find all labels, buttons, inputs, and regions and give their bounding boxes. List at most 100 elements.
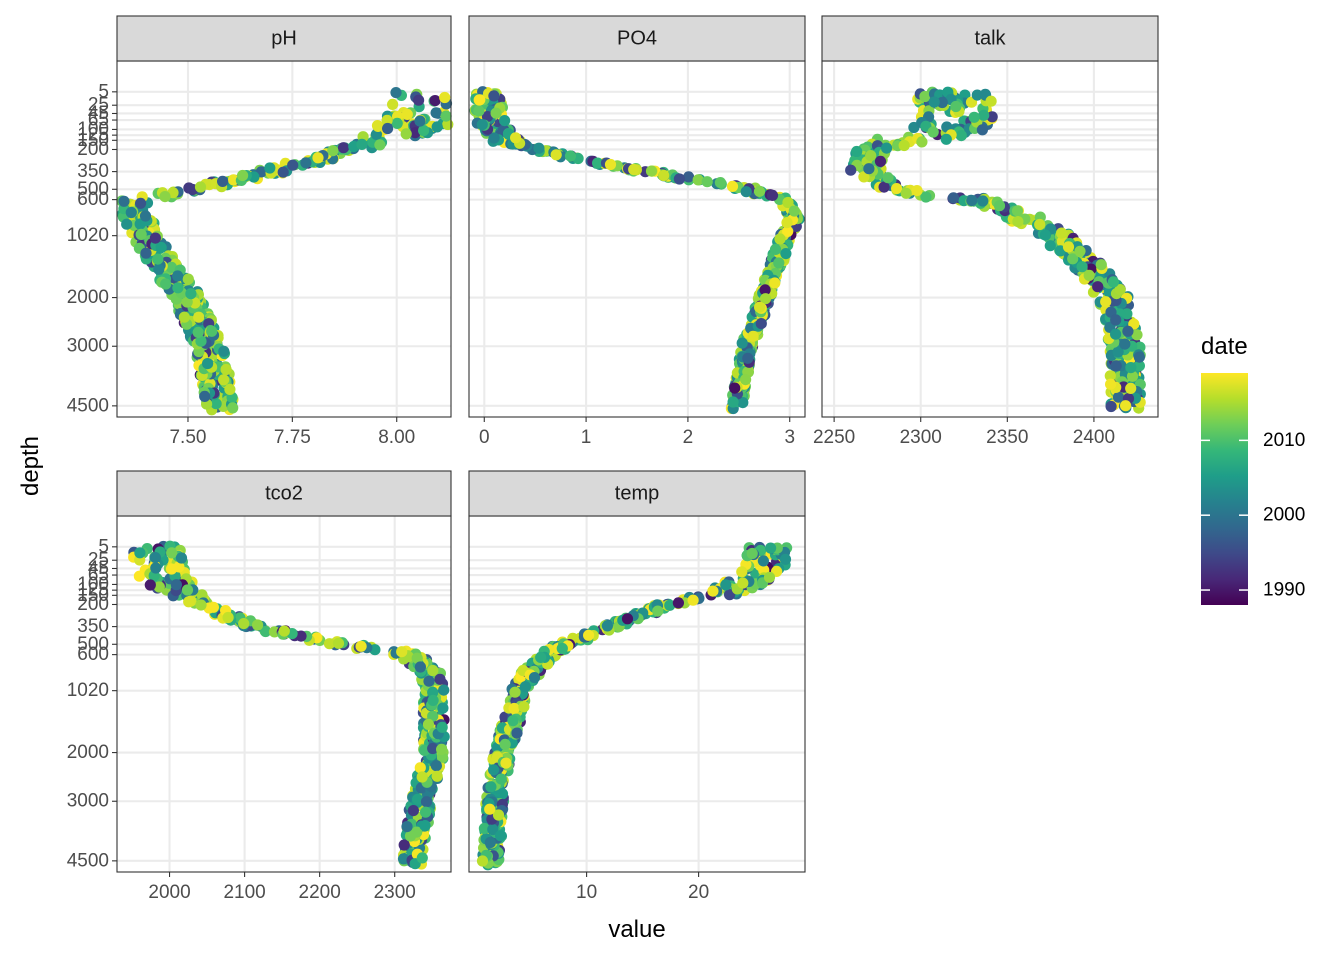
data-point bbox=[356, 138, 368, 150]
data-point bbox=[381, 114, 393, 126]
data-point bbox=[133, 570, 145, 582]
x-tick-label: 2100 bbox=[223, 882, 265, 903]
data-point bbox=[1105, 378, 1117, 390]
data-point bbox=[601, 620, 614, 632]
data-point bbox=[900, 187, 912, 199]
data-point bbox=[218, 374, 230, 386]
data-point bbox=[139, 210, 152, 222]
data-point bbox=[440, 110, 452, 122]
data-point bbox=[260, 625, 272, 638]
y-tick-label: 150 bbox=[77, 130, 109, 151]
data-point bbox=[413, 94, 425, 106]
data-point bbox=[323, 638, 336, 650]
data-point bbox=[409, 127, 421, 139]
data-point bbox=[436, 743, 448, 756]
x-tick-label: 2250 bbox=[813, 427, 855, 448]
x-axis-title: value bbox=[608, 916, 665, 943]
data-point bbox=[652, 605, 664, 617]
data-point bbox=[430, 760, 442, 772]
data-point bbox=[300, 157, 312, 169]
data-point bbox=[495, 830, 507, 842]
data-point bbox=[155, 241, 167, 254]
data-point bbox=[1083, 269, 1095, 281]
data-point bbox=[202, 358, 214, 370]
y-tick-label: 5 bbox=[98, 536, 109, 557]
data-point bbox=[1044, 240, 1056, 252]
facet-strip bbox=[468, 15, 806, 62]
facet-panel-po4: PO4 0 1 2 3 bbox=[468, 15, 806, 448]
data-point bbox=[1105, 400, 1117, 413]
data-point bbox=[427, 694, 439, 707]
data-point bbox=[207, 601, 219, 613]
data-point bbox=[420, 806, 432, 818]
data-point bbox=[774, 233, 786, 245]
data-point bbox=[484, 803, 496, 815]
data-point bbox=[950, 100, 962, 113]
data-point bbox=[382, 122, 394, 135]
x-tick-label: 2200 bbox=[299, 882, 341, 903]
data-point bbox=[160, 278, 172, 290]
legend-break-label: 2000 bbox=[1263, 505, 1305, 526]
data-point bbox=[170, 579, 182, 591]
data-point bbox=[476, 855, 489, 867]
data-point bbox=[911, 185, 923, 197]
data-point bbox=[374, 139, 386, 151]
data-point bbox=[414, 115, 426, 127]
data-point bbox=[1104, 370, 1116, 382]
data-point bbox=[928, 96, 940, 108]
data-point bbox=[550, 149, 562, 161]
data-point bbox=[765, 542, 777, 554]
data-point bbox=[683, 171, 695, 183]
data-point bbox=[977, 195, 989, 207]
data-point bbox=[218, 345, 230, 357]
data-point bbox=[769, 243, 782, 255]
data-point bbox=[172, 270, 184, 282]
data-point bbox=[277, 166, 289, 178]
legend-ticks: 1990 2000 2010 bbox=[1201, 430, 1305, 601]
data-point bbox=[337, 142, 350, 154]
data-point bbox=[740, 374, 752, 386]
data-point bbox=[1039, 229, 1051, 241]
data-point bbox=[993, 200, 1006, 212]
data-point bbox=[628, 163, 640, 176]
data-point bbox=[687, 594, 699, 606]
data-point bbox=[707, 585, 719, 597]
legend-break-label: 2010 bbox=[1263, 430, 1305, 451]
panels-layer: pH7.50 7.75 8.0052545651001251502003505006… bbox=[67, 15, 1159, 903]
data-point bbox=[780, 248, 792, 260]
data-point bbox=[736, 337, 748, 349]
data-point bbox=[773, 257, 785, 269]
data-point bbox=[759, 284, 771, 296]
data-point bbox=[199, 390, 211, 402]
data-point bbox=[737, 397, 749, 409]
x-tick-label: 2 bbox=[683, 427, 694, 448]
x-tick-label: 2000 bbox=[148, 882, 190, 903]
data-point bbox=[185, 288, 197, 300]
data-point bbox=[431, 770, 443, 782]
data-point bbox=[420, 796, 433, 808]
y-tick-label: 45 bbox=[88, 558, 109, 579]
y-tick-label: 65 bbox=[88, 110, 109, 131]
legend-title: date bbox=[1201, 333, 1248, 360]
data-point bbox=[508, 702, 520, 715]
data-point bbox=[729, 382, 741, 394]
data-point bbox=[238, 618, 250, 630]
facet-panel-talk: talk 2250 2300 2350 2400 bbox=[813, 15, 1159, 448]
data-point bbox=[1114, 284, 1126, 296]
data-point bbox=[1110, 360, 1122, 372]
data-point bbox=[645, 165, 658, 177]
y-tick-label: 500 bbox=[77, 634, 109, 655]
data-point bbox=[1074, 245, 1086, 257]
x-tick-label: 0 bbox=[479, 427, 490, 448]
data-point bbox=[195, 599, 207, 611]
data-point bbox=[125, 206, 137, 219]
data-point bbox=[1119, 338, 1131, 350]
data-point bbox=[237, 169, 249, 182]
data-point bbox=[1110, 328, 1122, 340]
data-point bbox=[1133, 360, 1145, 372]
data-point bbox=[985, 95, 997, 107]
y-tick-label: 5 bbox=[98, 81, 109, 102]
data-point bbox=[484, 836, 496, 849]
data-point bbox=[1095, 259, 1107, 271]
data-point bbox=[737, 577, 749, 589]
